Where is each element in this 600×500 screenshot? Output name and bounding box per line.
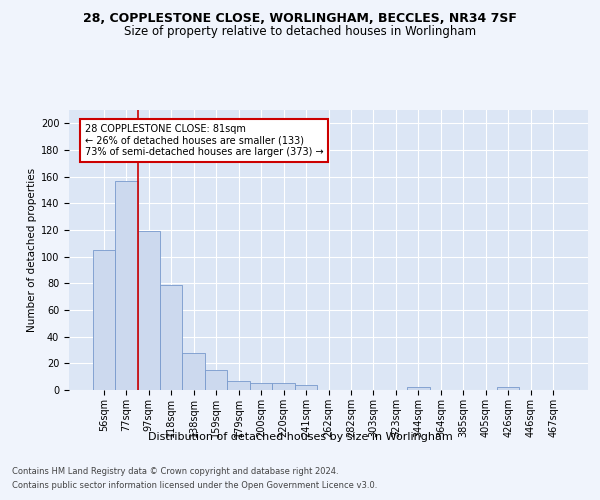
Bar	[160, 284, 182, 390]
Text: Contains HM Land Registry data © Crown copyright and database right 2024.: Contains HM Land Registry data © Crown c…	[12, 467, 338, 476]
Bar	[227, 380, 250, 390]
Y-axis label: Number of detached properties: Number of detached properties	[26, 168, 37, 332]
Bar	[497, 388, 520, 390]
Bar	[295, 384, 317, 390]
Bar	[92, 250, 115, 390]
Bar	[137, 232, 160, 390]
Bar	[272, 384, 295, 390]
Text: 28 COPPLESTONE CLOSE: 81sqm
← 26% of detached houses are smaller (133)
73% of se: 28 COPPLESTONE CLOSE: 81sqm ← 26% of det…	[85, 124, 323, 157]
Bar	[250, 384, 272, 390]
Bar	[205, 370, 227, 390]
Text: Distribution of detached houses by size in Worlingham: Distribution of detached houses by size …	[148, 432, 452, 442]
Text: Contains public sector information licensed under the Open Government Licence v3: Contains public sector information licen…	[12, 481, 377, 490]
Bar	[115, 180, 137, 390]
Bar	[182, 352, 205, 390]
Text: Size of property relative to detached houses in Worlingham: Size of property relative to detached ho…	[124, 25, 476, 38]
Text: 28, COPPLESTONE CLOSE, WORLINGHAM, BECCLES, NR34 7SF: 28, COPPLESTONE CLOSE, WORLINGHAM, BECCL…	[83, 12, 517, 26]
Bar	[407, 388, 430, 390]
